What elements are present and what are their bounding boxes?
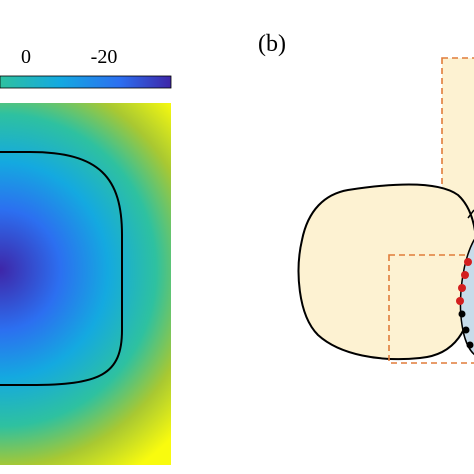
- colorbar-tick-label-0: 0: [21, 46, 31, 68]
- heatmap: [0, 103, 171, 465]
- red-marker: [458, 284, 466, 292]
- dashed-box-bottom: [388, 254, 474, 364]
- heatmap-contour: [0, 151, 123, 386]
- connector-line: [467, 209, 474, 219]
- panel-b-label: (b): [258, 31, 286, 57]
- black-marker: [466, 341, 474, 349]
- colorbar-strip: [0, 75, 172, 89]
- panel-b-diagram: [297, 57, 474, 364]
- colorbar-tick-label-1: -20: [91, 46, 118, 68]
- region-blob: [297, 183, 474, 361]
- red-marker: [456, 297, 464, 305]
- heatmap-field: [0, 103, 171, 465]
- colorbar: 0 -20: [0, 46, 172, 89]
- red-marker: [464, 258, 472, 266]
- black-marker: [458, 310, 466, 318]
- black-marker: [462, 326, 470, 334]
- red-marker: [461, 271, 469, 279]
